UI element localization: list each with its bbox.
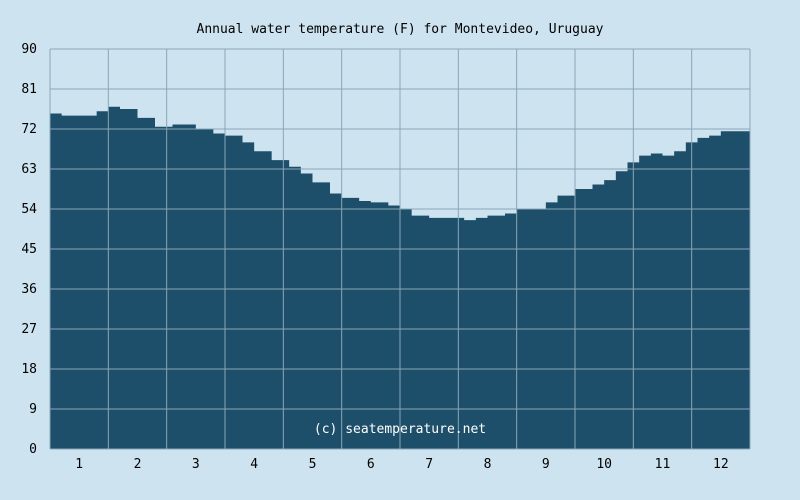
y-tick-label: 36 [21,282,37,297]
x-tick-label: 6 [367,457,375,472]
y-tick-label: 45 [21,242,37,257]
x-tick-label: 11 [655,457,671,472]
y-tick-label: 0 [29,442,37,457]
y-tick-label: 9 [29,402,37,417]
chart-title: Annual water temperature (F) for Montevi… [197,22,604,37]
y-tick-label: 54 [21,202,37,217]
y-tick-label: 18 [21,362,37,377]
grid-lines [49,48,751,450]
y-tick-label: 90 [21,42,37,57]
watermark-text: (c) seatemperature.net [314,422,486,437]
x-tick-label: 7 [425,457,433,472]
x-tick-label: 3 [192,457,200,472]
x-tick-label: 10 [596,457,612,472]
y-axis: 0 9 18 27 36 45 54 63 72 81 90 [21,42,37,457]
x-tick-label: 4 [250,457,258,472]
x-tick-label: 2 [134,457,142,472]
x-tick-label: 12 [713,457,729,472]
x-tick-label: 5 [309,457,317,472]
y-tick-label: 27 [21,322,37,337]
y-tick-label: 63 [21,162,37,177]
y-tick-label: 81 [21,82,37,97]
x-axis: 1 2 3 4 5 6 7 8 9 10 11 12 [75,457,728,472]
x-tick-label: 9 [542,457,550,472]
x-tick-label: 1 [75,457,83,472]
y-tick-label: 72 [21,122,37,137]
x-tick-label: 8 [484,457,492,472]
